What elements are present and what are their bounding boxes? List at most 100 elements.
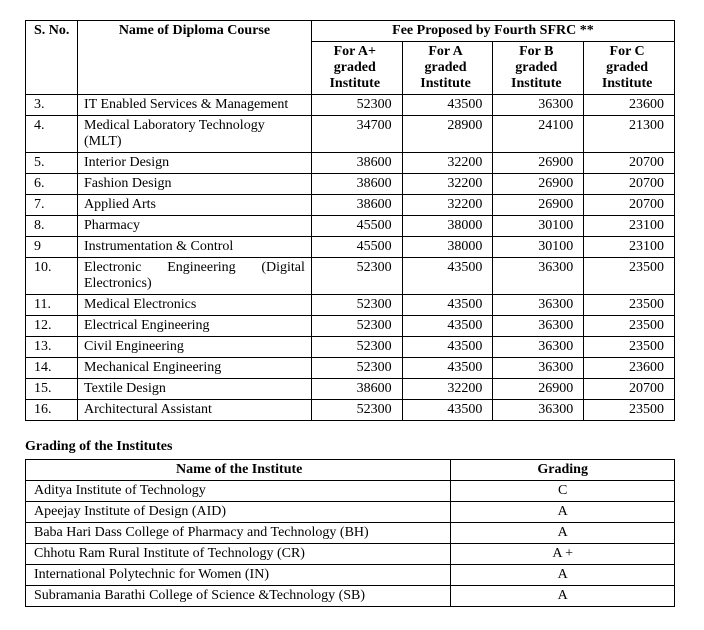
table-row: 8.Pharmacy45500380003010023100	[26, 216, 675, 237]
table-row: 7.Applied Arts38600322002690020700	[26, 195, 675, 216]
row-fee-b: 32200	[402, 153, 493, 174]
row-fee-c: 26900	[493, 195, 584, 216]
fee-header-group: Fee Proposed by Fourth SFRC **	[311, 21, 674, 42]
row-fee-a: 38600	[311, 379, 402, 400]
row-fee-d: 20700	[584, 153, 675, 174]
row-course: Medical Laboratory Technology (MLT)	[78, 116, 312, 153]
institute-grade: A	[451, 523, 675, 544]
row-sno: 11.	[26, 295, 78, 316]
institute-name: International Polytechnic for Women (IN)	[26, 565, 451, 586]
row-fee-c: 36300	[493, 295, 584, 316]
row-course: Applied Arts	[78, 195, 312, 216]
institute-grade: A +	[451, 544, 675, 565]
institute-name: Apeejay Institute of Design (AID)	[26, 502, 451, 523]
row-fee-b: 43500	[402, 295, 493, 316]
row-sno: 5.	[26, 153, 78, 174]
institute-name: Baba Hari Dass College of Pharmacy and T…	[26, 523, 451, 544]
fee-header-aplus: For A+ graded Institute	[311, 42, 402, 95]
row-fee-b: 38000	[402, 216, 493, 237]
row-fee-d: 23500	[584, 295, 675, 316]
row-fee-b: 28900	[402, 116, 493, 153]
row-fee-a: 45500	[311, 237, 402, 258]
institute-grade: A	[451, 565, 675, 586]
row-course: Medical Electronics	[78, 295, 312, 316]
row-fee-b: 43500	[402, 258, 493, 295]
row-sno: 13.	[26, 337, 78, 358]
table-row: Apeejay Institute of Design (AID)A	[26, 502, 675, 523]
row-course: Electrical Engineering	[78, 316, 312, 337]
grading-header-grade: Grading	[451, 460, 675, 481]
row-fee-a: 52300	[311, 95, 402, 116]
row-fee-c: 36300	[493, 258, 584, 295]
fee-table: S. No. Name of Diploma Course Fee Propos…	[25, 20, 675, 421]
row-sno: 16.	[26, 400, 78, 421]
row-course: Pharmacy	[78, 216, 312, 237]
fee-header-course: Name of Diploma Course	[78, 21, 312, 95]
fee-header-a: For A graded Institute	[402, 42, 493, 95]
row-fee-c: 36300	[493, 358, 584, 379]
row-fee-c: 26900	[493, 153, 584, 174]
institute-grade: A	[451, 586, 675, 607]
row-fee-a: 52300	[311, 316, 402, 337]
row-fee-b: 43500	[402, 95, 493, 116]
row-fee-c: 36300	[493, 95, 584, 116]
table-row: 12.Electrical Engineering523004350036300…	[26, 316, 675, 337]
row-fee-d: 20700	[584, 195, 675, 216]
row-sno: 3.	[26, 95, 78, 116]
row-course: Architectural Assistant	[78, 400, 312, 421]
table-row: 9Instrumentation & Control45500380003010…	[26, 237, 675, 258]
fee-header-b: For B graded Institute	[493, 42, 584, 95]
row-fee-a: 45500	[311, 216, 402, 237]
table-row: 15.Textile Design38600322002690020700	[26, 379, 675, 400]
institute-name: Chhotu Ram Rural Institute of Technology…	[26, 544, 451, 565]
fee-header-c: For C graded Institute	[584, 42, 675, 95]
grading-header-name: Name of the Institute	[26, 460, 451, 481]
row-fee-b: 38000	[402, 237, 493, 258]
row-course: Civil Engineering	[78, 337, 312, 358]
row-fee-d: 23100	[584, 237, 675, 258]
row-sno: 8.	[26, 216, 78, 237]
row-fee-d: 23500	[584, 316, 675, 337]
row-fee-d: 23500	[584, 400, 675, 421]
row-sno: 14.	[26, 358, 78, 379]
row-sno: 9	[26, 237, 78, 258]
row-fee-d: 23600	[584, 95, 675, 116]
row-fee-a: 52300	[311, 337, 402, 358]
row-fee-c: 30100	[493, 216, 584, 237]
row-sno: 12.	[26, 316, 78, 337]
row-fee-a: 38600	[311, 174, 402, 195]
institute-grade: C	[451, 481, 675, 502]
row-fee-c: 36300	[493, 400, 584, 421]
row-fee-a: 38600	[311, 153, 402, 174]
row-fee-b: 43500	[402, 358, 493, 379]
row-sno: 7.	[26, 195, 78, 216]
row-fee-d: 23500	[584, 258, 675, 295]
row-course: Textile Design	[78, 379, 312, 400]
row-fee-d: 20700	[584, 174, 675, 195]
table-row: 16.Architectural Assistant52300435003630…	[26, 400, 675, 421]
grading-table: Name of the Institute Grading Aditya Ins…	[25, 459, 675, 607]
row-fee-b: 43500	[402, 316, 493, 337]
row-fee-b: 43500	[402, 400, 493, 421]
table-row: Subramania Barathi College of Science &T…	[26, 586, 675, 607]
fee-header-sno: S. No.	[26, 21, 78, 95]
row-fee-a: 52300	[311, 358, 402, 379]
row-course: Electronic Engineering (Digital Electron…	[78, 258, 312, 295]
row-course: Mechanical Engineering	[78, 358, 312, 379]
row-sno: 10.	[26, 258, 78, 295]
row-fee-d: 21300	[584, 116, 675, 153]
table-row: Chhotu Ram Rural Institute of Technology…	[26, 544, 675, 565]
table-row: 14.Mechanical Engineering523004350036300…	[26, 358, 675, 379]
row-sno: 4.	[26, 116, 78, 153]
row-fee-a: 52300	[311, 295, 402, 316]
institute-grade: A	[451, 502, 675, 523]
row-fee-d: 23600	[584, 358, 675, 379]
row-fee-a: 52300	[311, 258, 402, 295]
row-fee-b: 32200	[402, 174, 493, 195]
table-row: 13.Civil Engineering52300435003630023500	[26, 337, 675, 358]
row-fee-a: 38600	[311, 195, 402, 216]
institute-name: Aditya Institute of Technology	[26, 481, 451, 502]
row-course: Instrumentation & Control	[78, 237, 312, 258]
row-course: IT Enabled Services & Management	[78, 95, 312, 116]
row-fee-c: 36300	[493, 316, 584, 337]
